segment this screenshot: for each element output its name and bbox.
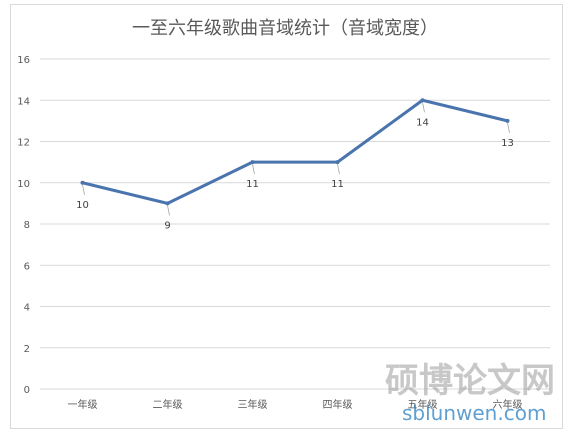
data-point	[335, 160, 340, 165]
y-tick-label: 2	[24, 344, 30, 355]
data-point	[420, 98, 425, 103]
chart-frame	[10, 4, 563, 429]
x-tick-label: 一年级	[68, 398, 98, 411]
data-point	[80, 180, 85, 185]
x-tick-label: 六年级	[493, 398, 523, 411]
data-label: 13	[501, 138, 514, 149]
watermark-latin: sblunwen.com	[402, 401, 546, 425]
points-group	[80, 98, 510, 206]
label-leader	[82, 184, 85, 195]
x-tick-label: 三年级	[238, 398, 268, 411]
label-leader	[337, 164, 340, 175]
watermark-chinese: 硕博论文网	[385, 361, 555, 401]
y-tick-label: 16	[17, 55, 30, 66]
x-tick-label: 五年级	[408, 398, 438, 411]
x-tick-label: 四年级	[323, 398, 353, 411]
label-leader	[507, 122, 510, 133]
data-label: 11	[246, 179, 259, 190]
label-leader	[252, 164, 255, 175]
y-tick-label: 12	[17, 138, 30, 149]
data-label: 11	[331, 179, 344, 190]
data-labels: 10 9 11 11 14 13	[76, 102, 514, 231]
data-point	[165, 201, 170, 206]
y-tick-label: 0	[24, 385, 30, 396]
series-line	[81, 98, 509, 205]
watermark: 硕博论文网 sblunwen.com	[385, 361, 555, 425]
label-leader	[422, 102, 425, 113]
data-label: 9	[164, 220, 170, 231]
y-tick-label: 10	[17, 179, 30, 190]
label-leader	[167, 205, 170, 216]
y-tick-label: 8	[24, 220, 30, 231]
data-point	[250, 160, 255, 165]
data-label: 10	[76, 200, 89, 211]
y-tick-label: 14	[17, 96, 30, 107]
y-tick-label: 4	[24, 303, 30, 314]
gridlines	[40, 58, 550, 390]
chart-title: 一至六年级歌曲音域统计（音域宽度）	[132, 18, 438, 39]
data-label: 14	[416, 117, 429, 128]
y-tick-label: 6	[24, 261, 30, 272]
y-axis-ticks: 0 2 4 6 8 10 12 14 16	[17, 55, 30, 396]
x-tick-label: 二年级	[153, 398, 183, 411]
data-point	[505, 118, 510, 123]
series-group	[81, 98, 509, 205]
x-axis-ticks: 一年级 二年级 三年级 四年级 五年级 六年级	[68, 398, 523, 411]
